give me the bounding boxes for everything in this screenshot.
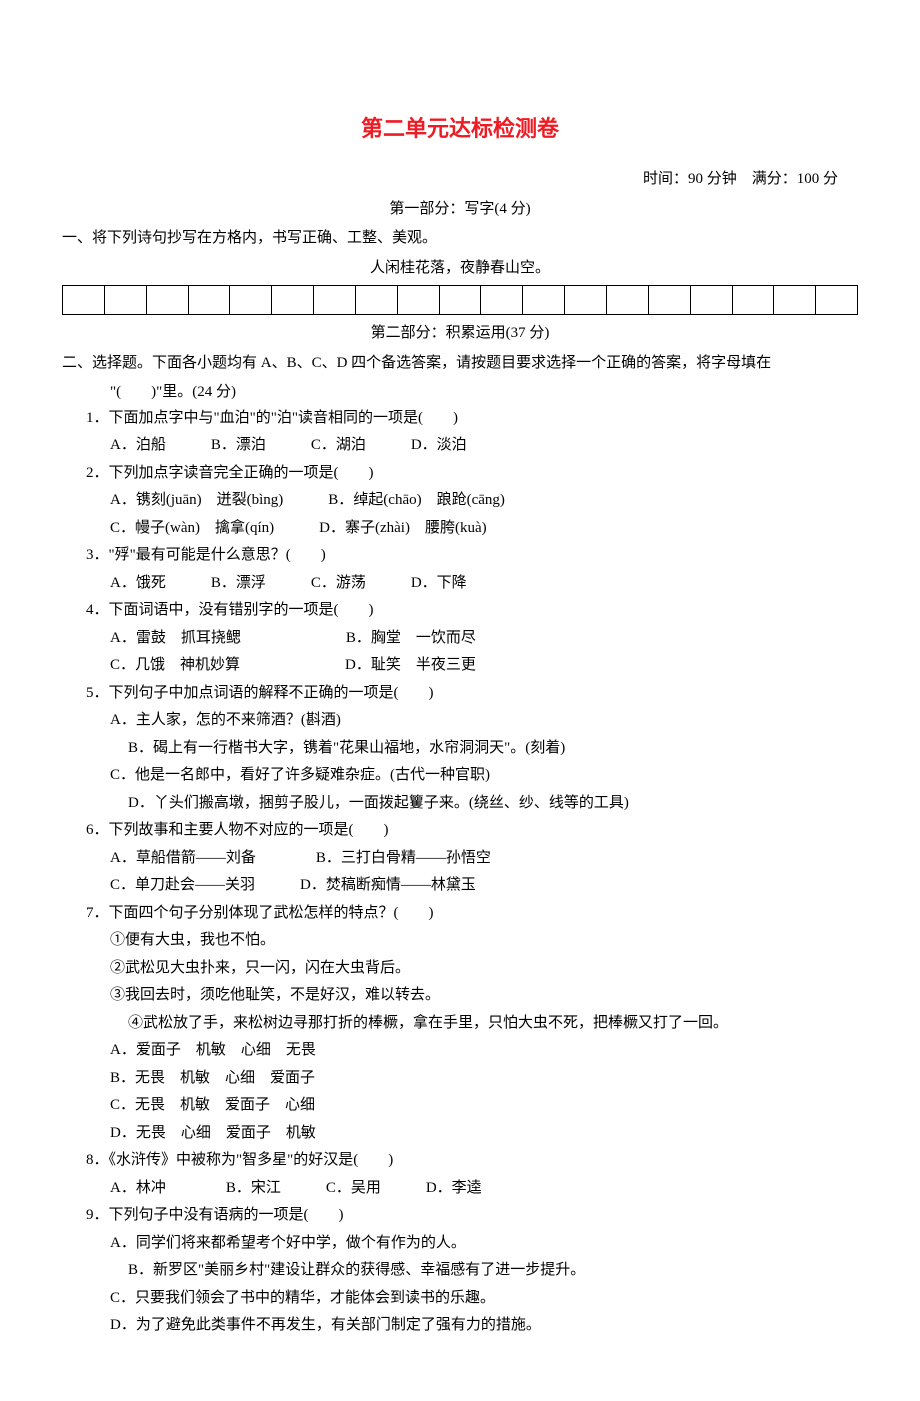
q2-stem: 2．下列加点字读音完全正确的一项是( ) — [62, 461, 858, 487]
q9-a: A．同学们将来都希望考个好中学，做个有作为的人。 — [62, 1231, 858, 1257]
grid-cell — [439, 285, 481, 315]
grid-cell — [271, 285, 313, 315]
q2-options-line2: C．幔子(wàn) 擒拿(qín) D．寨子(zhài) 腰胯(kuà) — [62, 516, 858, 542]
grid-cell — [522, 285, 564, 315]
grid-cell — [690, 285, 732, 315]
q6-options-line2: C．单刀赴会——关羽 D．焚稿断痴情——林黛玉 — [62, 873, 858, 899]
grid-cell — [104, 285, 146, 315]
q8-options: A．林冲 B．宋江 C．吴用 D．李逵 — [62, 1176, 858, 1202]
q7-d: D．无畏 心细 爱面子 机敏 — [62, 1121, 858, 1147]
grid-cell — [815, 285, 858, 315]
q4-options-line2: C．几饿 神机妙算 D．耻笑 半夜三更 — [62, 653, 858, 679]
q5-d: D．丫头们搬高墩，捆剪子股儿，一面拨起籰子来。(绕丝、纱、线等的工具) — [62, 791, 858, 817]
part2-instruction-line2: "( )"里。(24 分) — [62, 380, 858, 406]
q5-stem: 5．下列句子中加点词语的解释不正确的一项是( ) — [62, 681, 858, 707]
q3-stem: 3．"殍"最有可能是什么意思？( ) — [62, 543, 858, 569]
grid-cell — [146, 285, 188, 315]
q4-stem: 4．下面词语中，没有错别字的一项是( ) — [62, 598, 858, 624]
page-title: 第二单元达标检测卷 — [62, 110, 858, 147]
grid-cell — [229, 285, 271, 315]
poem-line: 人闲桂花落，夜静春山空。 — [62, 256, 858, 282]
q7-s2: ②武松见大虫扑来，只一闪，闪在大虫背后。 — [62, 956, 858, 982]
q6-stem: 6．下列故事和主要人物不对应的一项是( ) — [62, 818, 858, 844]
grid-cell — [773, 285, 815, 315]
q7-s3: ③我回去时，须吃他耻笑，不是好汉，难以转去。 — [62, 983, 858, 1009]
grid-cell — [188, 285, 230, 315]
q5-c: C．他是一名郎中，看好了许多疑难杂症。(古代一种官职) — [62, 763, 858, 789]
q7-s1: ①便有大虫，我也不怕。 — [62, 928, 858, 954]
part1-header: 第一部分：写字(4 分) — [62, 197, 858, 223]
grid-cell — [313, 285, 355, 315]
q6-options-line1: A．草船借箭——刘备 B．三打白骨精——孙悟空 — [62, 846, 858, 872]
q4-options-line1: A．雷鼓 抓耳挠鳃 B．胸堂 一饮而尽 — [62, 626, 858, 652]
grid-cell — [480, 285, 522, 315]
grid-cell — [732, 285, 774, 315]
grid-cell — [564, 285, 606, 315]
grid-cell — [606, 285, 648, 315]
q3-options: A．饿死 B．漂浮 C．游荡 D．下降 — [62, 571, 858, 597]
grid-cell — [397, 285, 439, 315]
grid-cell — [355, 285, 397, 315]
q1-options: A．泊船 B．漂泊 C．湖泊 D．淡泊 — [62, 433, 858, 459]
part1-instruction: 一、将下列诗句抄写在方格内，书写正确、工整、美观。 — [62, 226, 858, 252]
writing-grid — [62, 285, 858, 315]
q7-stem: 7．下面四个句子分别体现了武松怎样的特点？( ) — [62, 901, 858, 927]
q2-options-line1: A．镌刻(juān) 迸裂(bìng) B．绰起(chāo) 踉跄(cāng) — [62, 488, 858, 514]
q7-c: C．无畏 机敏 爱面子 心细 — [62, 1093, 858, 1119]
q8-stem: 8．《水浒传》中被称为"智多星"的好汉是( ) — [62, 1148, 858, 1174]
grid-cell — [62, 285, 104, 315]
part2-instruction-line1: 二、选择题。下面各小题均有 A、B、C、D 四个备选答案，请按题目要求选择一个正… — [62, 351, 858, 377]
part2-header: 第二部分：积累运用(37 分) — [62, 321, 858, 347]
q9-d: D．为了避免此类事件不再发生，有关部门制定了强有力的措施。 — [62, 1313, 858, 1339]
q5-b: B．碣上有一行楷书大字，镌着"花果山福地，水帘洞洞天"。(刻着) — [62, 736, 858, 762]
q7-s4: ④武松放了手，来松树边寻那打折的棒橛，拿在手里，只怕大虫不死，把棒橛又打了一回。 — [62, 1011, 858, 1037]
exam-meta: 时间：90 分钟 满分：100 分 — [62, 167, 858, 193]
q7-a: A．爱面子 机敏 心细 无畏 — [62, 1038, 858, 1064]
q5-a: A．主人家，怎的不来筛酒？(斟酒) — [62, 708, 858, 734]
q9-c: C．只要我们领会了书中的精华，才能体会到读书的乐趣。 — [62, 1286, 858, 1312]
q9-stem: 9．下列句子中没有语病的一项是( ) — [62, 1203, 858, 1229]
q1-stem: 1．下面加点字中与"血泊"的"泊"读音相同的一项是( ) — [62, 406, 858, 432]
grid-cell — [648, 285, 690, 315]
q9-b: B．新罗区"美丽乡村"建设让群众的获得感、幸福感有了进一步提升。 — [62, 1258, 858, 1284]
q7-b: B．无畏 机敏 心细 爱面子 — [62, 1066, 858, 1092]
